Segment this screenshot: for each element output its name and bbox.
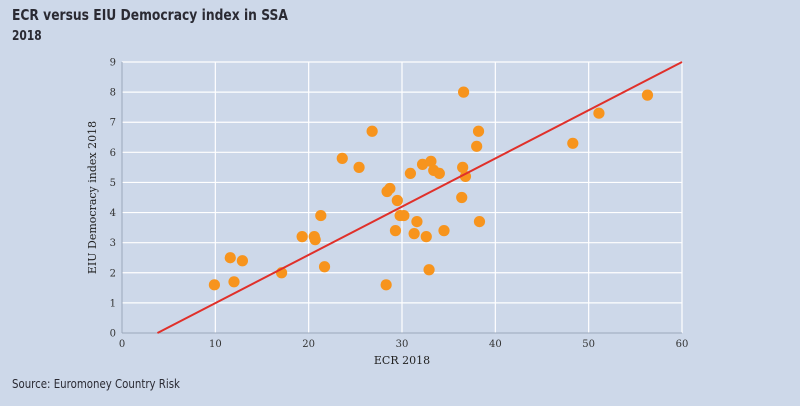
x-axis-label: ECR 2018: [374, 354, 430, 367]
data-point: [404, 167, 416, 180]
y-tick-label: 0: [110, 329, 116, 340]
data-point: [208, 279, 220, 291]
data-point: [228, 276, 240, 288]
y-tick-label: 3: [110, 238, 116, 249]
data-point: [296, 231, 308, 243]
y-tick-label: 7: [110, 118, 116, 129]
trendline-group: [157, 61, 683, 334]
chart-title: ECR versus EIU Democracy index in SSA: [12, 6, 288, 24]
data-point: [593, 107, 605, 119]
y-axis-label: EIU Democracy index 2018: [86, 121, 99, 274]
data-point: [459, 170, 472, 183]
data-point: [236, 255, 248, 267]
y-tick-labels: 0 1 2 3 4 5 6 7 8 9: [110, 58, 116, 340]
data-point: [389, 225, 402, 237]
y-tick-label: 4: [110, 208, 116, 219]
y-tick-label: 6: [110, 148, 116, 159]
x-tick-label: 10: [209, 339, 222, 350]
data-point: [408, 228, 420, 240]
data-point: [318, 261, 331, 273]
data-point: [366, 125, 378, 137]
y-tick-label: 5: [110, 178, 116, 189]
data-point: [438, 225, 450, 237]
x-tick-label: 40: [489, 339, 502, 350]
data-point: [567, 137, 579, 149]
y-tick-label: 9: [110, 58, 116, 69]
x-tick-label: 0: [119, 339, 125, 350]
x-tick-label: 50: [582, 339, 595, 350]
data-point: [416, 158, 429, 170]
data-point: [353, 161, 365, 173]
grid-lines: [122, 61, 683, 333]
source-note: Source: Euromoney Country Risk: [12, 377, 180, 391]
x-tick-label: 30: [396, 339, 409, 350]
x-tick-label: 60: [676, 339, 689, 350]
data-point: [458, 86, 470, 98]
data-point: [411, 215, 423, 228]
data-point: [471, 140, 483, 152]
data-point: [456, 191, 468, 204]
data-point: [380, 279, 392, 291]
data-point: [641, 89, 654, 101]
data-point: [457, 161, 469, 173]
data-points: [208, 86, 654, 291]
data-point: [420, 231, 432, 243]
y-tick-label: 2: [110, 268, 116, 279]
data-point: [315, 209, 327, 222]
data-point: [384, 182, 396, 195]
data-point: [472, 125, 485, 137]
data-point: [433, 167, 445, 180]
data-point: [425, 155, 437, 167]
y-tick-label: 1: [110, 298, 116, 309]
axes: [121, 62, 682, 334]
chart-subtitle: 2018: [12, 29, 42, 44]
data-point: [336, 152, 348, 164]
data-point: [473, 215, 486, 228]
data-point: [398, 209, 410, 222]
x-tick-labels: 0 10 20 30 40 50 60: [119, 339, 689, 350]
data-point: [309, 234, 321, 246]
data-point: [423, 264, 435, 276]
x-tick-label: 20: [302, 339, 315, 350]
y-tick-label: 8: [110, 88, 116, 99]
trendline: [157, 61, 683, 334]
data-point: [391, 194, 403, 207]
data-point: [224, 252, 236, 264]
